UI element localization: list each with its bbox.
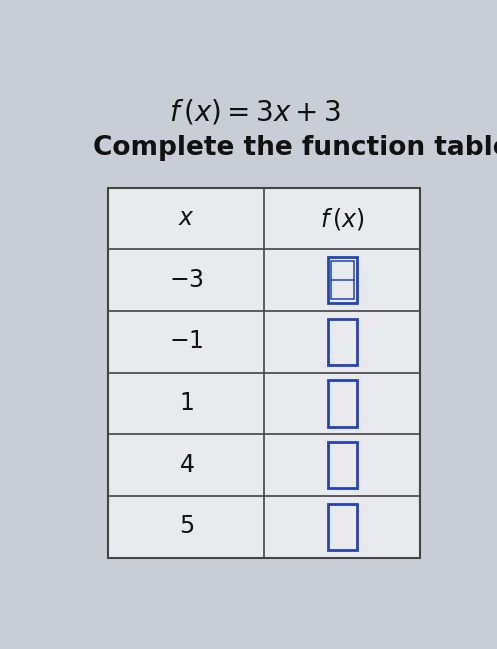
Bar — [108, 188, 420, 557]
Text: Complete the function table.: Complete the function table. — [93, 136, 497, 162]
Text: $-3$: $-3$ — [169, 269, 204, 292]
Bar — [328, 319, 357, 365]
Bar — [331, 261, 354, 299]
Text: $-1$: $-1$ — [169, 330, 204, 354]
Text: $4$: $4$ — [178, 454, 194, 476]
Bar — [328, 504, 357, 550]
Text: $x$: $x$ — [178, 207, 195, 230]
Text: $f\,(x)$: $f\,(x)$ — [320, 206, 365, 232]
Bar — [328, 442, 357, 488]
Text: $1$: $1$ — [179, 392, 194, 415]
Text: $f\,(x)=3x+3$: $f\,(x)=3x+3$ — [168, 98, 341, 127]
Text: $5$: $5$ — [179, 515, 194, 538]
Bar — [328, 380, 357, 426]
Bar — [328, 257, 357, 303]
